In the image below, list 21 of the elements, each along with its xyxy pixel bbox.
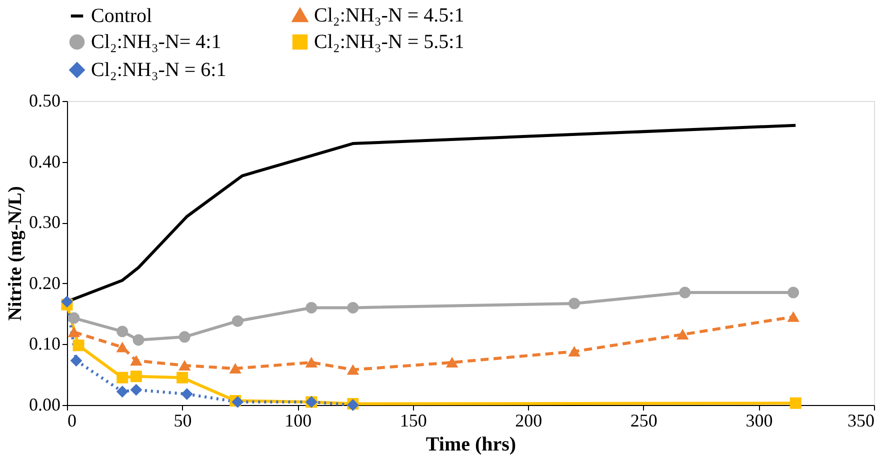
x-tick-label: 350 [848,410,874,430]
y-tick-label: 0.30 [29,212,60,232]
y-axis-title: Nitrite (mg-N/L) [5,186,26,321]
y-tick-label: 0.50 [29,90,60,110]
y-tick-label: 0.00 [29,394,60,414]
x-tick-label: 50 [174,410,192,430]
x-tick-label: 0 [68,410,76,430]
legend-label: Cl₂:NH₃-N= 4:1 [91,31,222,53]
x-tick-label: 200 [515,410,542,430]
y-tick-label: 0.20 [29,272,60,293]
x-tick-label: 300 [746,410,773,430]
legend-label: Control [91,5,153,27]
legend-label: Cl₂:NH₃-N = 6:1 [91,59,226,81]
legend-label: Cl₂:NH₃-N = 5.5:1 [314,31,464,53]
legend-label: Cl₂:NH₃-N = 4.5:1 [314,4,464,26]
x-tick-label: 150 [400,410,427,430]
x-tick-label: 100 [284,410,312,430]
y-tick-label: 0.40 [29,151,60,172]
x-tick-label: 250 [630,410,658,430]
x-axis-title: Time (hrs) [426,434,516,456]
y-tick-label: 0.10 [29,334,60,354]
